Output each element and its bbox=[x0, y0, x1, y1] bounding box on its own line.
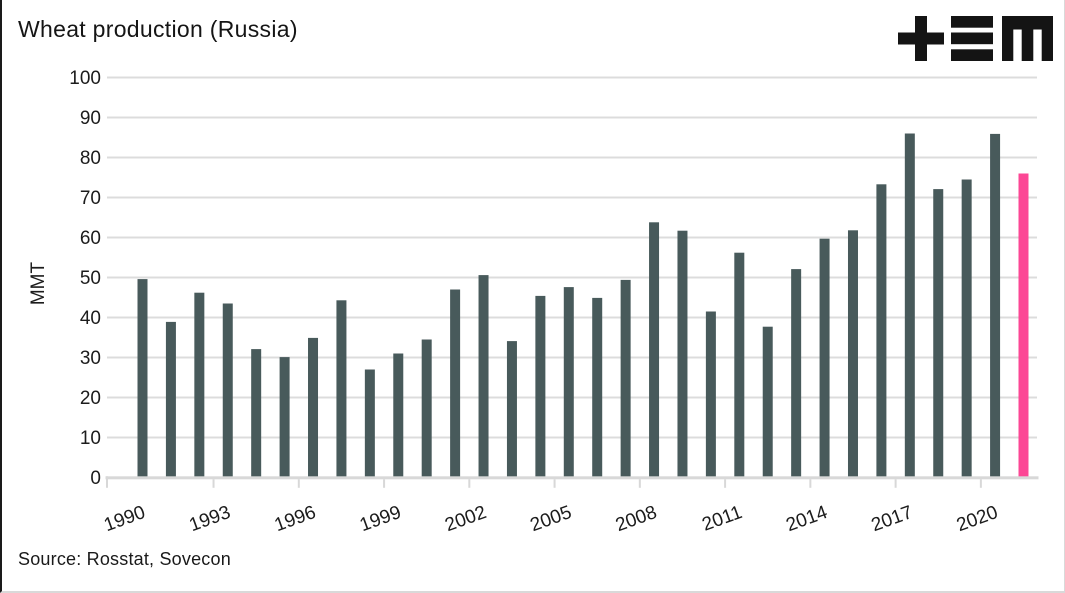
chart-title: Wheat production (Russia) bbox=[18, 16, 298, 42]
y-tick-label-60: 60 bbox=[80, 228, 101, 249]
bar-2007 bbox=[620, 279, 631, 478]
x-tick-2 bbox=[297, 479, 300, 488]
x-tick-label-2014: 2014 bbox=[783, 502, 830, 536]
x-tick-label-2008: 2008 bbox=[613, 502, 660, 536]
bar-1995 bbox=[279, 357, 290, 478]
bar-2020 bbox=[990, 133, 1001, 478]
x-tick-3 bbox=[383, 479, 386, 488]
bar-2003 bbox=[506, 341, 517, 478]
bar-2005 bbox=[563, 287, 574, 478]
bar-2013 bbox=[791, 269, 802, 478]
bar-2012 bbox=[762, 326, 773, 478]
y-tick-label-90: 90 bbox=[80, 108, 101, 129]
bar-2000 bbox=[421, 339, 432, 478]
x-tick-5 bbox=[553, 479, 556, 488]
bar-2004 bbox=[535, 295, 546, 478]
bar-1994 bbox=[251, 349, 262, 478]
bar-2008 bbox=[649, 222, 660, 478]
y-axis-title: MMT bbox=[28, 261, 49, 305]
bar-1998 bbox=[364, 369, 375, 478]
y-tick-label-0: 0 bbox=[90, 468, 101, 489]
x-axis-line bbox=[105, 476, 1039, 480]
x-tick-1 bbox=[212, 479, 215, 488]
bar-2001 bbox=[450, 289, 461, 478]
bar-2019 bbox=[961, 179, 972, 478]
x-axis-end-tick bbox=[106, 476, 108, 488]
y-tick-label-70: 70 bbox=[80, 188, 101, 209]
x-tick-10 bbox=[979, 479, 982, 488]
bar-1991 bbox=[165, 321, 176, 478]
x-tick-6 bbox=[638, 479, 641, 488]
bar-2021 bbox=[1018, 173, 1029, 478]
bar-1999 bbox=[393, 353, 404, 478]
x-tick-label-1996: 1996 bbox=[272, 502, 319, 536]
y-tick-label-10: 10 bbox=[80, 428, 101, 449]
bar-1997 bbox=[336, 300, 347, 478]
x-tick-9 bbox=[894, 479, 897, 488]
bar-1996 bbox=[308, 337, 319, 478]
x-tick-label-2002: 2002 bbox=[442, 502, 489, 536]
x-tick-4 bbox=[468, 479, 471, 488]
y-tick-label-80: 80 bbox=[80, 148, 101, 169]
bar-1990 bbox=[137, 279, 148, 478]
y-tick-label-50: 50 bbox=[80, 268, 101, 289]
bar-1993 bbox=[222, 303, 233, 478]
bar-2014 bbox=[819, 238, 830, 478]
bar-2009 bbox=[677, 230, 688, 478]
source-note: Source: Rosstat, Sovecon bbox=[18, 549, 231, 569]
logo-bar-top bbox=[951, 16, 993, 28]
x-tick-label-2011: 2011 bbox=[699, 502, 745, 536]
y-tick-label-40: 40 bbox=[80, 308, 101, 329]
bar-1992 bbox=[194, 292, 205, 478]
x-tick-label-2017: 2017 bbox=[869, 502, 916, 536]
y-tick-label-30: 30 bbox=[80, 348, 101, 369]
bar-2016 bbox=[876, 184, 887, 478]
x-tick-label-1999: 1999 bbox=[357, 502, 404, 536]
bar-2011 bbox=[734, 252, 745, 478]
bar-2018 bbox=[933, 189, 944, 478]
bar-2010 bbox=[705, 311, 716, 478]
logo-m-glyph bbox=[1002, 16, 1053, 61]
x-tick-7 bbox=[724, 479, 727, 488]
y-tick-label-100: 100 bbox=[69, 68, 101, 89]
logo-plus-horizontal bbox=[898, 32, 944, 45]
x-tick-label-2005: 2005 bbox=[528, 502, 575, 536]
logo-bar-bottom bbox=[951, 49, 993, 61]
bar-2006 bbox=[592, 297, 603, 478]
x-tick-label-1993: 1993 bbox=[187, 502, 234, 536]
x-tick-8 bbox=[809, 479, 812, 488]
y-tick-label-20: 20 bbox=[80, 388, 101, 409]
bar-2015 bbox=[847, 230, 858, 478]
logo-bar-middle bbox=[951, 32, 993, 45]
bar-2017 bbox=[904, 133, 915, 478]
x-tick-label-1990: 1990 bbox=[101, 502, 148, 536]
plus-three-bars-m-monogram bbox=[898, 16, 1053, 61]
x-tick-label-2020: 2020 bbox=[954, 502, 1001, 536]
bar-2002 bbox=[478, 275, 489, 478]
tem-logo bbox=[898, 16, 1053, 61]
